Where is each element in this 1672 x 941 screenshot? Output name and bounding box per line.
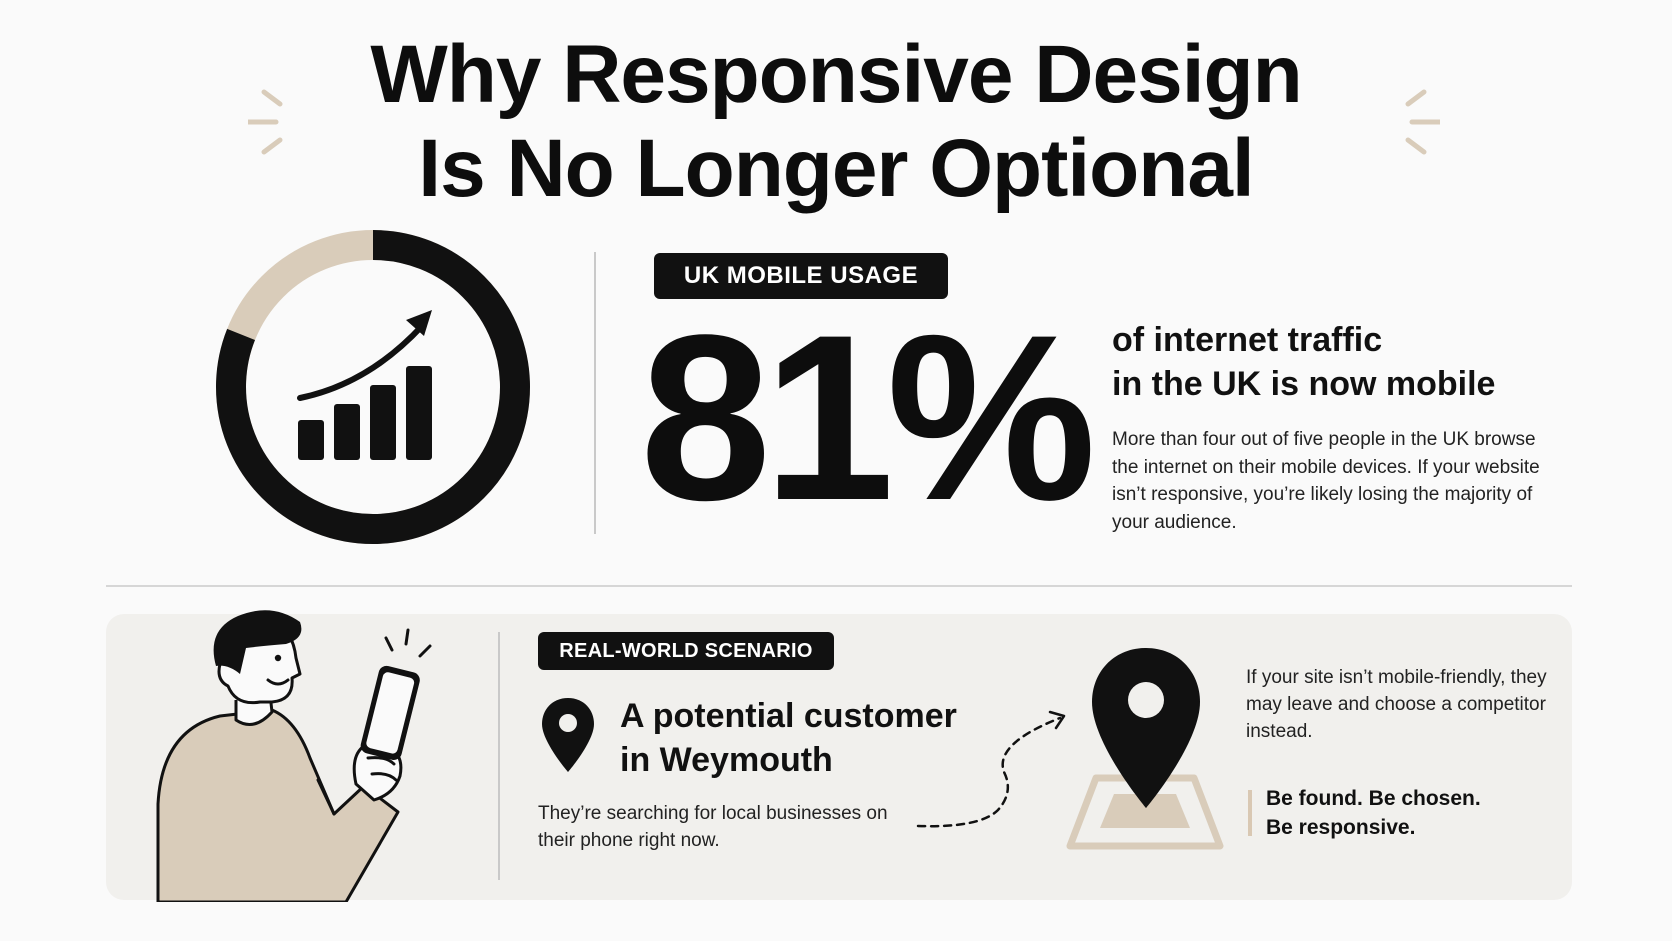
scenario-badge: REAL-WORLD SCENARIO (538, 632, 834, 670)
tagline-line-1: Be found. Be chosen. (1266, 787, 1481, 810)
dashed-arrow-icon (916, 710, 1066, 828)
scenario-description: They’re searching for local businesses o… (538, 803, 888, 851)
ring-progress (216, 230, 530, 544)
competitor-warning: If your site isn’t mobile-friendly, they… (1246, 667, 1547, 742)
person-with-phone-illustration (156, 610, 432, 902)
section-divider (594, 252, 596, 534)
scenario-headline-line-1: A potential customer (620, 697, 957, 735)
scenario-headline: A potential customer in Weymouth (620, 694, 1020, 782)
mobile-usage-stat: 81% (640, 286, 1096, 550)
scenario-divider (498, 632, 500, 880)
mobile-usage-headline-line-2: in the UK is now mobile (1112, 365, 1496, 403)
title-line-2: Is No Longer Optional (418, 123, 1254, 214)
sparkle-left-icon (248, 89, 283, 155)
title-line-1: Why Responsive Design (370, 29, 1302, 120)
tagline-accent-bar (1248, 790, 1252, 836)
mobile-usage-headline-line-1: of internet traffic (1112, 321, 1383, 359)
tagline-line-2: Be responsive. (1266, 816, 1416, 839)
mobile-usage-description: More than four out of five people in the… (1112, 429, 1540, 533)
horizontal-divider (106, 585, 1572, 587)
mobile-usage-headline: of internet traffic in the UK is now mob… (1112, 318, 1552, 406)
page-title: Why Responsive Design Is No Longer Optio… (0, 28, 1672, 216)
location-pin-icon (542, 698, 594, 772)
mobile-usage-ring (216, 230, 530, 544)
mobile-usage-badge: UK MOBILE USAGE (654, 253, 948, 299)
tagline: Be found. Be chosen. Be responsive. (1266, 784, 1566, 842)
sparkle-right-icon (1405, 89, 1440, 155)
scenario-headline-line-2: in Weymouth (620, 741, 833, 779)
map-location-icon (1066, 648, 1224, 850)
growth-chart-icon (297, 310, 432, 460)
